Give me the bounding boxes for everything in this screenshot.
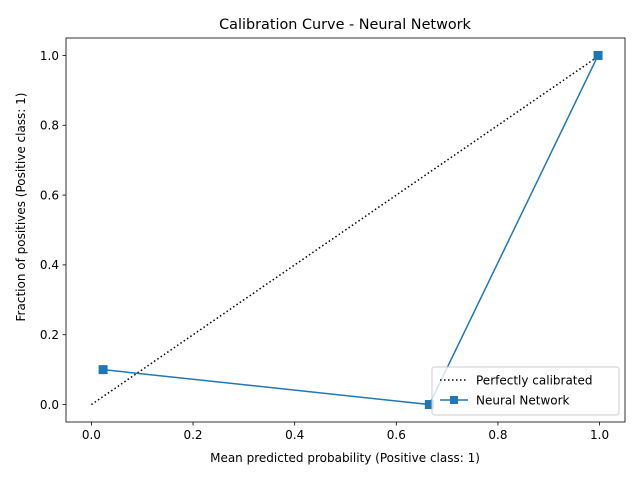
legend: Perfectly calibrated Neural Network <box>431 366 620 416</box>
data-point <box>98 365 108 375</box>
axes-frame <box>65 37 626 423</box>
y-tick-label: 0.0 <box>40 398 59 412</box>
x-tick-label: 1.0 <box>590 428 609 442</box>
chart-title: Calibration Curve - Neural Network <box>219 17 471 33</box>
legend-marker <box>450 396 458 404</box>
x-axis-ticks: 0.0 0.2 0.4 0.6 0.8 1.0 <box>82 422 609 442</box>
x-tick-label: 0.6 <box>387 428 406 442</box>
legend-box <box>431 366 620 416</box>
plot-area <box>65 37 626 423</box>
data-point <box>593 50 603 60</box>
y-axis-label: Fraction of positives (Positive class: 1… <box>14 93 28 322</box>
y-tick-label: 0.2 <box>40 328 59 342</box>
y-tick-label: 1.0 <box>40 49 59 63</box>
y-axis-ticks: 0.0 0.2 0.4 0.6 0.8 1.0 <box>40 49 66 412</box>
x-tick-label: 0.0 <box>82 428 101 442</box>
x-tick-label: 0.4 <box>285 428 304 442</box>
x-tick-label: 0.8 <box>488 428 507 442</box>
x-tick-label: 0.2 <box>183 428 202 442</box>
legend-entry-label: Neural Network <box>476 393 570 407</box>
series-line-perfectly-calibrated <box>90 54 601 406</box>
y-tick-label: 0.6 <box>40 188 59 202</box>
y-tick-label: 0.4 <box>40 258 59 272</box>
x-axis-label: Mean predicted probability (Positive cla… <box>210 451 480 465</box>
legend-entry-label: Perfectly calibrated <box>476 373 593 387</box>
y-tick-label: 0.8 <box>40 119 59 133</box>
